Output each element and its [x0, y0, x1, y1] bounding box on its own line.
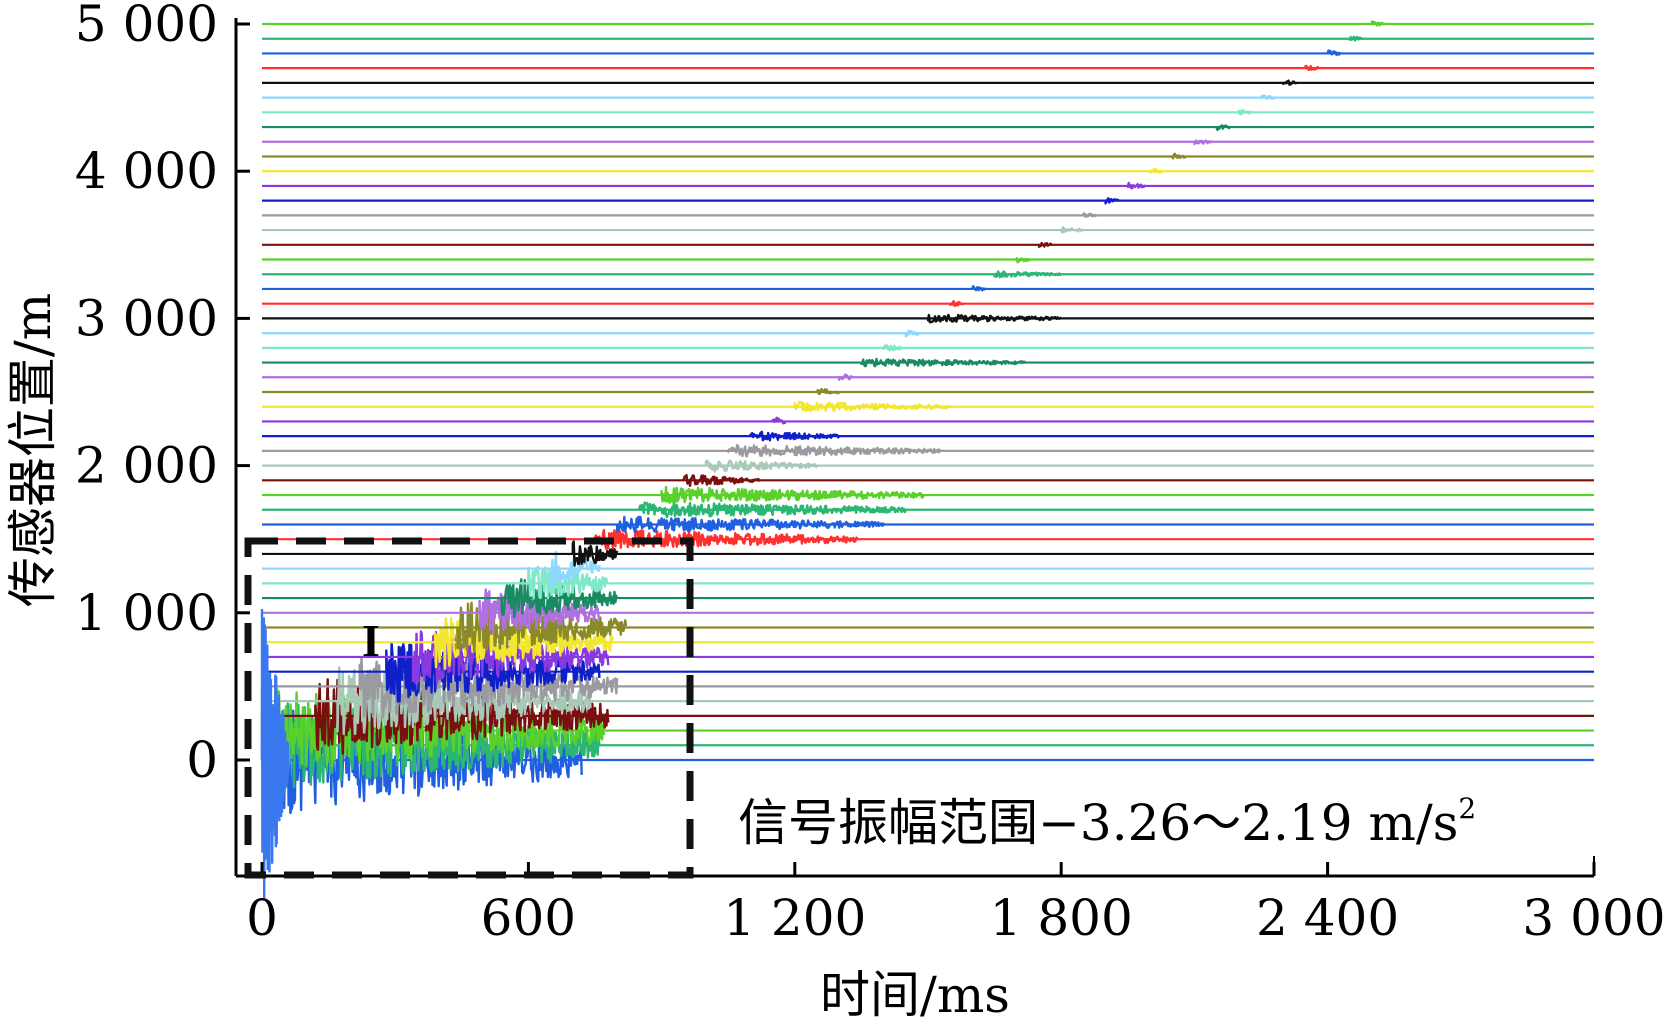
y-tick-label: 1 000 [75, 584, 218, 642]
sensor-waveform-2700 [860, 357, 1027, 368]
sensor-waveform-1400 [571, 540, 619, 567]
y-tick-label: 4 000 [75, 142, 218, 200]
x-tick-label: 3 000 [1522, 889, 1665, 947]
sensor-waveform-3300 [993, 270, 1063, 279]
sensor-waveform-1200 [527, 565, 610, 600]
y-tick-label: 0 [186, 731, 218, 789]
sensor-waveform-1600 [616, 515, 885, 534]
sensor-waveform-3800 [1104, 197, 1120, 205]
sensor-waveform-4300 [1215, 124, 1231, 132]
sensor-waveform-2200 [749, 430, 841, 442]
x-tick-label: 600 [481, 889, 576, 947]
sensor-waveform-3100 [949, 300, 965, 308]
sensor-waveform-4400 [1237, 108, 1253, 116]
sensor-waveform-2100 [727, 444, 943, 458]
sensor-waveform-4800 [1326, 49, 1342, 57]
sensor-waveform-1100 [500, 578, 618, 619]
sensor-waveform-4000 [1148, 167, 1165, 174]
sensor-waveform-900 [456, 601, 628, 653]
sensor-waveform-5000 [1370, 20, 1387, 27]
y-tick-label: 3 000 [75, 289, 218, 347]
sensor-waveform-2000 [704, 459, 819, 473]
sensor-waveform-3200 [971, 285, 986, 292]
sensor-waveform-2300 [771, 416, 787, 425]
sensor-waveform-3600 [1060, 226, 1085, 234]
sensor-waveform-4100 [1171, 152, 1187, 160]
sensor-waveform-4500 [1259, 94, 1275, 100]
x-ticks: 0 600 1 200 1 800 2 400 3 000 [246, 862, 1665, 947]
y-axis-title: 传感器位置/m [4, 293, 62, 607]
sensor-waveform-2500 [815, 387, 841, 396]
sensor-waveform-2900 [904, 329, 921, 338]
highlight-region-box [244, 537, 694, 879]
sensor-waveform-4600 [1282, 79, 1297, 86]
sensor-waveform-3500 [1037, 241, 1053, 248]
sensor-waveform-2600 [838, 373, 854, 381]
sensor-waveform-initial-burst [260, 609, 290, 899]
sensor-waveform-4700 [1304, 64, 1320, 71]
y-tick-label: 5 000 [75, 0, 218, 53]
sensor-waveform-1800 [660, 485, 925, 504]
x-tick-label: 0 [246, 889, 278, 947]
y-ticks: 0 1 000 2 000 3 000 4 000 5 000 [75, 0, 250, 789]
amplitude-annotation-text: 信号振幅范围−3.26～2.19 m/s [738, 794, 1458, 852]
amplitude-annotation: 信号振幅范围−3.26～2.19 m/s2 [738, 792, 1476, 852]
sensor-waveform-1900 [682, 473, 761, 487]
y-tick-label: 2 000 [75, 437, 218, 495]
sensor-traces [260, 20, 1594, 899]
x-axis-title: 时间/ms [820, 966, 1010, 1023]
sensor-waveform-3000 [926, 313, 1062, 324]
amplitude-annotation-superscript: 2 [1458, 792, 1476, 825]
region-label: I [362, 615, 380, 666]
x-tick-label: 1 800 [990, 889, 1133, 947]
x-tick-label: 2 400 [1256, 889, 1399, 947]
x-tick-label: 1 200 [723, 889, 866, 947]
sensor-waveform-3900 [1126, 181, 1147, 190]
sensor-waveform-2800 [882, 344, 902, 352]
sensor-waveform-4200 [1193, 139, 1213, 146]
sensor-waveform-3400 [1015, 257, 1032, 264]
sensor-waveform-2400 [793, 400, 951, 413]
sensor-waveform-1700 [638, 501, 907, 519]
sensor-waveform-4900 [1348, 35, 1364, 42]
sensor-waveform-3700 [1082, 212, 1098, 218]
